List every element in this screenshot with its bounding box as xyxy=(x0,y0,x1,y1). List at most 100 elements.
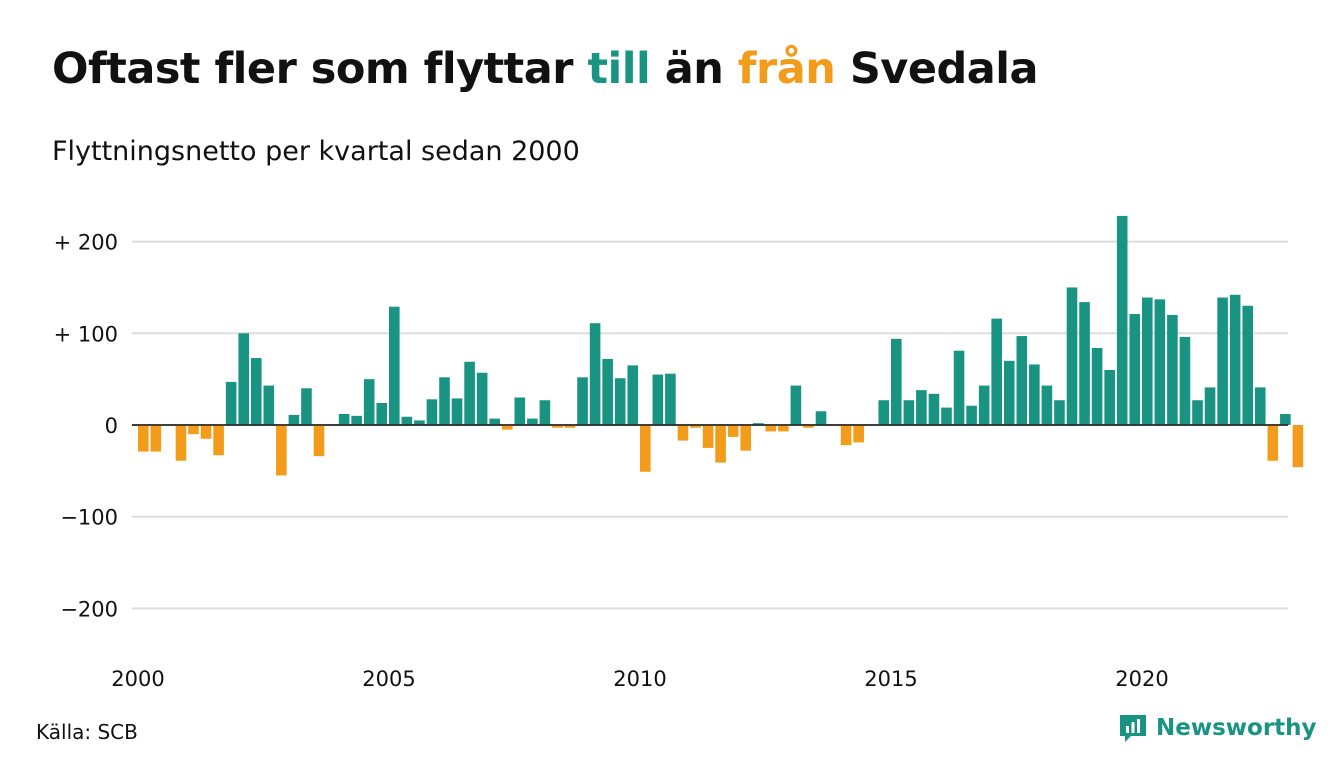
bar xyxy=(602,358,613,425)
bar xyxy=(966,405,977,425)
bar xyxy=(263,385,275,425)
bar xyxy=(489,418,500,425)
bar xyxy=(1104,369,1115,425)
bar xyxy=(301,388,312,425)
bar xyxy=(376,402,388,425)
bar xyxy=(1204,387,1216,425)
bar xyxy=(1041,385,1053,425)
bar xyxy=(803,425,814,428)
bar xyxy=(1292,425,1304,468)
brand-logo: Newsworthy xyxy=(1118,712,1317,744)
bar xyxy=(878,400,890,425)
bar xyxy=(1116,215,1128,425)
bar xyxy=(175,425,187,461)
bar xyxy=(614,378,626,425)
bar xyxy=(815,411,827,426)
bar xyxy=(778,425,789,432)
bar xyxy=(1192,400,1203,425)
bar xyxy=(464,361,475,425)
source-note: Källa: SCB xyxy=(36,720,138,744)
bar xyxy=(426,399,438,425)
chart-title: Oftast fler som flyttar till än från Sve… xyxy=(52,44,1039,94)
bar xyxy=(928,393,940,425)
bar xyxy=(652,374,664,425)
bar xyxy=(1242,305,1253,425)
bar xyxy=(727,425,739,437)
bar xyxy=(953,350,965,425)
x-tick-label: 2005 xyxy=(362,667,415,691)
bar xyxy=(1217,297,1228,425)
x-axis-labels: 2000 2005 2010 2015 2020 xyxy=(111,667,1168,691)
title-word-till: till xyxy=(587,44,651,94)
bar xyxy=(790,385,802,425)
bar xyxy=(1029,364,1040,425)
x-tick-label: 2020 xyxy=(1115,667,1168,691)
title-word-fran: från xyxy=(737,44,836,94)
bar xyxy=(1229,294,1241,425)
x-tick-label: 2015 xyxy=(864,667,917,691)
bar xyxy=(539,400,551,425)
bar xyxy=(451,398,463,425)
bar xyxy=(514,397,526,425)
bar xyxy=(715,425,726,463)
bar xyxy=(313,425,325,457)
bar xyxy=(401,416,413,425)
bar xyxy=(765,425,777,432)
title-part-5: Svedala xyxy=(835,44,1039,94)
bar xyxy=(351,415,362,425)
bar xyxy=(1003,360,1015,425)
bar xyxy=(527,418,538,425)
bar xyxy=(903,400,915,425)
bar xyxy=(752,423,764,425)
bar xyxy=(690,425,701,428)
bar xyxy=(200,425,212,439)
x-tick-label: 2010 xyxy=(613,667,666,691)
bar xyxy=(589,323,601,425)
y-tick-label: + 200 xyxy=(54,231,118,255)
bar xyxy=(1179,336,1191,425)
bar xyxy=(552,425,563,428)
bar xyxy=(627,365,639,425)
y-tick-label: −100 xyxy=(60,506,118,530)
bar xyxy=(1091,347,1103,425)
bar xyxy=(1142,297,1153,425)
y-tick-label: + 100 xyxy=(54,322,118,346)
bar xyxy=(853,425,864,443)
bars xyxy=(132,215,1304,476)
chart-subtitle: Flyttningsnetto per kvartal sedan 2000 xyxy=(52,136,580,167)
bar xyxy=(238,333,249,425)
bar xyxy=(188,425,199,435)
bar xyxy=(1066,287,1078,425)
bar xyxy=(138,425,149,452)
bar xyxy=(250,358,262,425)
bar xyxy=(476,372,488,425)
title-part-3: än xyxy=(650,44,738,94)
bar xyxy=(740,425,751,451)
bar xyxy=(941,407,952,425)
bar xyxy=(150,425,162,452)
bar xyxy=(665,373,676,425)
bar xyxy=(916,390,927,425)
bar xyxy=(288,414,300,425)
bar xyxy=(702,425,714,448)
bar xyxy=(1167,314,1178,425)
bar xyxy=(501,425,513,430)
bar xyxy=(978,385,990,425)
bar xyxy=(439,377,450,425)
bar xyxy=(1254,387,1266,425)
bar xyxy=(414,420,425,425)
bar xyxy=(891,338,902,425)
bar xyxy=(1267,425,1279,461)
bar xyxy=(1280,414,1291,425)
bar xyxy=(577,377,588,425)
y-tick-label: −200 xyxy=(60,597,118,621)
y-axis-labels: + 200 + 100 0 −100 −200 xyxy=(54,231,118,622)
bar xyxy=(1016,336,1028,425)
y-tick-label: 0 xyxy=(105,414,118,438)
bar xyxy=(840,425,852,446)
brand-name: Newsworthy xyxy=(1156,715,1317,741)
bar xyxy=(1129,314,1141,425)
bar xyxy=(1054,400,1065,425)
title-part-1: Oftast fler som flyttar xyxy=(52,44,588,94)
